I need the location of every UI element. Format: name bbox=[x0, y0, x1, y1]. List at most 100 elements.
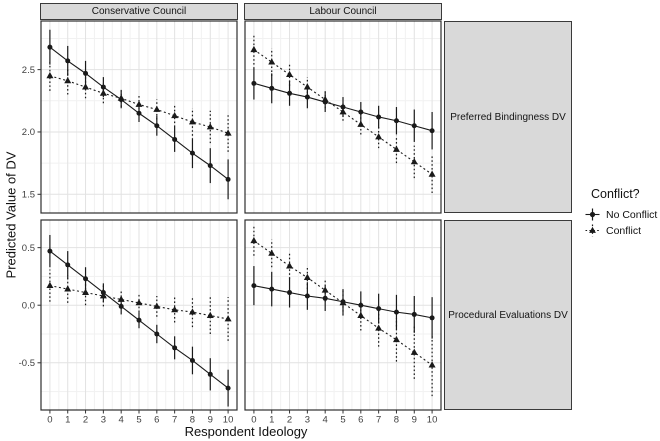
series-no-conflict bbox=[47, 234, 231, 407]
data-point bbox=[393, 309, 399, 315]
facet-row-strip-bindingness: Preferred Bindingness DV bbox=[444, 21, 572, 213]
data-point bbox=[47, 44, 53, 50]
data-point bbox=[358, 109, 364, 115]
x-tick-label: 2 bbox=[83, 415, 88, 426]
data-point bbox=[304, 293, 310, 299]
conflict-point-icon bbox=[585, 224, 600, 237]
data-point bbox=[64, 285, 72, 292]
x-tick-label: 5 bbox=[136, 415, 141, 426]
data-point bbox=[64, 77, 72, 84]
series-conflict bbox=[46, 269, 232, 341]
series-no-conflict bbox=[251, 67, 435, 150]
x-tick-label: 10 bbox=[223, 415, 234, 426]
facet-col-strip-conservative: Conservative Council bbox=[40, 3, 238, 20]
x-tick-label: 9 bbox=[412, 415, 417, 426]
data-point bbox=[410, 348, 418, 355]
x-tick-label: 1 bbox=[65, 415, 70, 426]
data-point bbox=[410, 158, 418, 165]
data-point bbox=[136, 317, 142, 323]
data-point bbox=[171, 111, 179, 119]
data-point bbox=[428, 361, 436, 368]
x-tick-label: 2 bbox=[287, 415, 292, 426]
facet-col-strip-labour: Labour Council bbox=[244, 3, 442, 20]
data-point bbox=[82, 288, 90, 295]
data-point bbox=[135, 299, 143, 306]
data-point bbox=[100, 84, 106, 90]
data-point bbox=[83, 70, 89, 76]
data-point bbox=[224, 129, 232, 136]
data-point bbox=[47, 248, 53, 254]
data-point bbox=[322, 99, 328, 105]
y-tick-label: -0.5 bbox=[19, 358, 35, 369]
legend-label: Conflict bbox=[606, 224, 642, 237]
data-point bbox=[375, 324, 383, 331]
x-tick-label: 3 bbox=[101, 415, 106, 426]
data-point bbox=[250, 236, 258, 244]
data-point bbox=[46, 281, 54, 289]
trend-line bbox=[253, 240, 433, 366]
x-tick-label: 7 bbox=[172, 415, 177, 426]
data-point bbox=[189, 150, 195, 156]
data-point bbox=[304, 94, 310, 100]
x-tick-label: 8 bbox=[190, 415, 195, 426]
x-tick-label: 9 bbox=[208, 415, 213, 426]
data-point bbox=[100, 290, 106, 296]
data-point bbox=[189, 357, 195, 363]
x-tick-label: 6 bbox=[154, 415, 159, 426]
series-no-conflict bbox=[251, 266, 435, 339]
data-point bbox=[225, 176, 231, 182]
data-point bbox=[287, 90, 293, 96]
facet-row-strip-procedural: Procedural Evaluations DV bbox=[444, 220, 572, 410]
data-point bbox=[429, 315, 435, 321]
legend-item-no-conflict: No Conflict bbox=[584, 207, 660, 222]
data-point bbox=[392, 335, 400, 343]
no-conflict-point-icon bbox=[585, 208, 600, 221]
data-point bbox=[286, 262, 294, 269]
data-point bbox=[153, 105, 161, 112]
x-tick-label: 4 bbox=[323, 415, 328, 426]
data-point bbox=[429, 128, 435, 134]
data-point bbox=[83, 276, 89, 282]
data-point bbox=[172, 136, 178, 142]
data-point bbox=[358, 302, 364, 308]
data-point bbox=[251, 283, 257, 289]
data-point bbox=[428, 170, 436, 177]
facet-panel-labour-council-procedural-evaluations-dv: 0 1 2 3 4 5 6 7 8 9 10 bbox=[244, 219, 442, 426]
data-point bbox=[154, 123, 160, 129]
data-point bbox=[268, 249, 276, 256]
gridlines bbox=[41, 21, 237, 213]
data-point bbox=[411, 311, 417, 317]
data-point bbox=[376, 114, 382, 120]
data-point bbox=[65, 262, 71, 268]
data-point bbox=[224, 315, 232, 322]
y-tick-label: 2.5 bbox=[22, 65, 35, 76]
data-point bbox=[154, 331, 160, 337]
legend-item-conflict: Conflict bbox=[584, 223, 660, 238]
data-point bbox=[171, 306, 179, 313]
data-point bbox=[357, 120, 365, 127]
data-point bbox=[322, 295, 328, 301]
data-point bbox=[269, 85, 275, 91]
data-point bbox=[286, 70, 294, 78]
data-point bbox=[251, 80, 257, 86]
facet-panel-conservative-council-preferred-bindingness-dv: 1.5 2.0 2.5 bbox=[22, 20, 238, 214]
data-point bbox=[376, 306, 382, 312]
x-tick-label: 8 bbox=[394, 415, 399, 426]
legend-title: Conflict? bbox=[591, 187, 640, 201]
data-point bbox=[250, 45, 258, 53]
series-no-conflict bbox=[47, 29, 231, 200]
data-point bbox=[136, 110, 142, 116]
facet-panel-labour-council-preferred-bindingness-dv bbox=[244, 20, 442, 214]
data-point bbox=[188, 308, 196, 315]
x-tick-label: 5 bbox=[340, 415, 345, 426]
data-point bbox=[411, 123, 417, 129]
facet-panel-conservative-council-procedural-evaluations-dv: 0 1 2 3 4 5 6 7 8 9 10 -0.5 0.0 0.5 bbox=[19, 219, 238, 426]
y-tick-label: 0.0 bbox=[22, 300, 35, 311]
x-tick-label: 10 bbox=[427, 415, 438, 426]
x-tick-label: 3 bbox=[305, 415, 310, 426]
y-tick-label: 0.5 bbox=[22, 243, 35, 254]
data-point bbox=[207, 371, 213, 377]
data-point bbox=[287, 290, 293, 296]
data-point bbox=[172, 345, 178, 351]
